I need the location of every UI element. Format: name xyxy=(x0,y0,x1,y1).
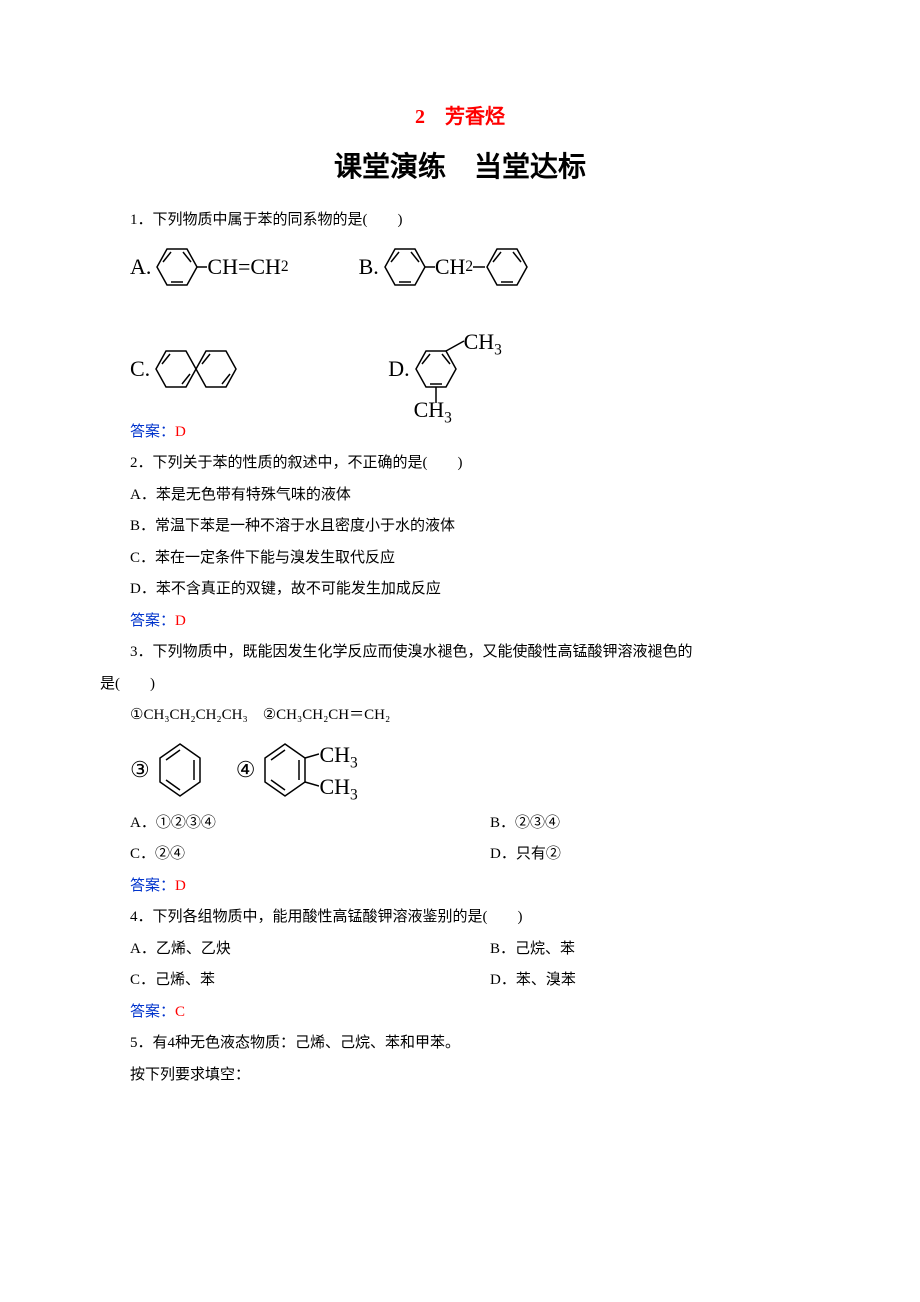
q3-b: B．②③④ xyxy=(460,808,820,840)
circled-3: ③ xyxy=(130,757,150,783)
q3-4-ch3-top: CH3 xyxy=(319,742,357,772)
answer-label: 答案： xyxy=(130,878,175,894)
q5-l2: 按下列要求填空： xyxy=(100,1060,820,1092)
q3-option-4: ④ CH3 CH3 xyxy=(236,740,320,800)
q1-option-d: D. CH3 CH3 xyxy=(388,329,465,409)
q1-d-ch3-bot: CH3 xyxy=(414,397,452,427)
q3-fig-row: ③ ④ CH3 CH3 xyxy=(130,740,820,800)
answer-value: C xyxy=(175,1004,185,1020)
answer-label: 答案： xyxy=(130,1004,175,1020)
q2-a: A．苯是无色带有特殊气味的液体 xyxy=(100,480,820,512)
q4-d: D．苯、溴苯 xyxy=(460,965,820,997)
q1-answer: 答案：D xyxy=(100,417,820,449)
q3-option-3: ③ xyxy=(130,740,206,800)
q1-fig-row-2: C. D. CH3 xyxy=(130,329,820,409)
answer-value: D xyxy=(175,613,186,629)
q3-4-ch3-bot: CH3 xyxy=(319,774,357,804)
q1-d-ch3-top: CH3 xyxy=(464,329,502,359)
q1-b-label: B. xyxy=(359,254,379,280)
q1-fig-row-1: A. CH=CH2 B. CH2 xyxy=(130,245,820,289)
answer-label: 答案： xyxy=(130,613,175,629)
q2-b: B．常温下苯是一种不溶于水且密度小于水的液体 xyxy=(100,511,820,543)
q1-a-label: A. xyxy=(130,254,151,280)
benzene-icon xyxy=(383,245,435,289)
q1-a-sub: 2 xyxy=(281,258,289,276)
q1-c-label: C. xyxy=(130,356,150,382)
q3-stem-l1: 3．下列物质中，既能因发生化学反应而使溴水褪色，又能使酸性高锰酸钾溶液褪色的 xyxy=(100,637,820,669)
q1-option-c: C. xyxy=(130,347,238,391)
q4-b: B．己烷、苯 xyxy=(460,934,820,966)
q1-stem: 1．下列物质中属于苯的同系物的是( ) xyxy=(100,205,820,237)
q2-answer: 答案：D xyxy=(100,606,820,638)
benzene-icon xyxy=(485,245,537,289)
benzene-vert-subst-icon xyxy=(259,740,319,800)
q3-c: C．②④ xyxy=(100,839,460,871)
q1-b-sub: 2 xyxy=(465,258,473,276)
q3-row-ab: A．①②③④ B．②③④ xyxy=(100,808,820,840)
q1-option-a: A. CH=CH2 xyxy=(130,245,289,289)
q5-l1: 5．有4种无色液态物质：己烯、己烷、苯和甲苯。 xyxy=(100,1028,820,1060)
q3-d: D．只有② xyxy=(460,839,820,871)
benzene-vert-icon xyxy=(154,740,206,800)
q4-c: C．己烯、苯 xyxy=(100,965,460,997)
naphthalene-icon xyxy=(154,347,238,391)
bond-icon xyxy=(473,245,485,289)
q3-row-cd: C．②④ D．只有② xyxy=(100,839,820,871)
doc-title: 2 芳香烃 xyxy=(100,100,820,129)
q3-formula-line: ①CH₃CH₂CH₂CH₃ ②CH₃CH₂CH＝CH₂ xyxy=(100,700,820,732)
q3-a: A．①②③④ xyxy=(100,808,460,840)
q1-d-label: D. xyxy=(388,356,409,382)
circled-4: ④ xyxy=(236,757,256,783)
q1-option-b: B. CH2 xyxy=(359,245,537,289)
q4-row-ab: A．乙烯、乙炔 B．己烷、苯 xyxy=(100,934,820,966)
banner-text: 课堂演练 当堂达标 xyxy=(334,145,586,185)
q4-stem: 4．下列各组物质中，能用酸性高锰酸钾溶液鉴别的是( ) xyxy=(100,902,820,934)
q2-c: C．苯在一定条件下能与溴发生取代反应 xyxy=(100,543,820,575)
page: 2 芳香烃 课堂演练 当堂达标 1．下列物质中属于苯的同系物的是( ) A. C… xyxy=(0,0,920,1151)
q3-answer: 答案：D xyxy=(100,871,820,903)
q4-a: A．乙烯、乙炔 xyxy=(100,934,460,966)
q2-stem: 2．下列关于苯的性质的叙述中，不正确的是( ) xyxy=(100,448,820,480)
answer-label: 答案： xyxy=(130,424,175,440)
q2-d: D．苯不含真正的双键，故不可能发生加成反应 xyxy=(100,574,820,606)
section-banner: 课堂演练 当堂达标 xyxy=(100,145,820,185)
answer-value: D xyxy=(175,424,186,440)
q1-b-formula: CH xyxy=(435,254,466,280)
q1-a-formula-1: CH=CH xyxy=(207,254,281,280)
benzene-icon xyxy=(155,245,207,289)
q4-row-cd: C．己烯、苯 D．苯、溴苯 xyxy=(100,965,820,997)
q3-stem-l2: 是( ) xyxy=(100,669,820,701)
q4-answer: 答案：C xyxy=(100,997,820,1029)
answer-value: D xyxy=(175,878,186,894)
